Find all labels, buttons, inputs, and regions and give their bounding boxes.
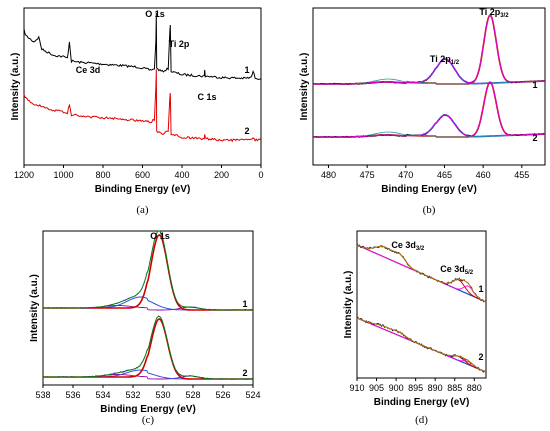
x-tick-label-800: 800 <box>95 170 110 180</box>
x-axis-label: Binding Energy (eV) <box>95 184 191 195</box>
x-tick-label-480: 480 <box>321 170 336 180</box>
envelope-fit-1 <box>313 14 545 85</box>
peak-label-ce-3d52: Ce 3d5/2 <box>440 264 474 276</box>
x-tick-label-475: 475 <box>360 170 375 180</box>
x-tick-label-532: 532 <box>125 390 140 400</box>
series-label-2: 2 <box>242 368 247 378</box>
x-tick-label-895: 895 <box>408 383 423 393</box>
series-label-1: 1 <box>478 284 483 294</box>
y-axis-label: Intensity (a.u.) <box>29 274 40 342</box>
panel-caption: (d) <box>415 414 428 426</box>
peak-label-ti-2p12: Ti 2p1/2 <box>430 54 460 66</box>
series-label-1: 1 <box>532 80 537 90</box>
envelope-fit-1 <box>43 230 253 311</box>
panel-a: 1200 1000 800 600 400 200 0 Binding Energy (eV)… <box>10 7 264 216</box>
x-tick-label-470: 470 <box>398 170 413 180</box>
x-tick-label-534: 534 <box>95 390 110 400</box>
panel-c: 538 536 534 532 530 528 526 524 Binding Energy (… <box>29 230 261 426</box>
envelope-fit-2 <box>356 317 487 373</box>
x-tick-label-880: 880 <box>467 383 482 393</box>
y-axis-label: Intensity (a.u.) <box>10 53 21 121</box>
envelope-fit-2 <box>43 315 253 380</box>
x-tick-label-526: 526 <box>215 390 230 400</box>
series-label-2: 2 <box>532 133 537 143</box>
x-tick-label-460: 460 <box>476 170 491 180</box>
peak-label-ce-3d: Ce 3d <box>76 65 101 75</box>
x-tick-label-1200: 1200 <box>14 170 34 180</box>
raw-spectrum-1 <box>312 14 546 86</box>
x-tick-label-1000: 1000 <box>53 170 73 180</box>
x-tick-label-600: 600 <box>135 170 150 180</box>
lattice-o-component-1 <box>43 234 253 311</box>
x-tick-label-0: 0 <box>258 170 263 180</box>
x-tick-label-536: 536 <box>65 390 80 400</box>
x-tick-label-465: 465 <box>437 170 452 180</box>
ti-2p32-fit-1 <box>313 14 545 85</box>
x-tick-label-455: 455 <box>514 170 529 180</box>
panel-d: 910 905 900 895 890 885 880 Binding Energy (eV)… <box>343 230 487 426</box>
peak-label-c-1s: C 1s <box>197 92 216 102</box>
ti-2p32-fit-2 <box>313 81 546 138</box>
x-tick-label-524: 524 <box>245 390 260 400</box>
panel-caption: (c) <box>142 414 155 426</box>
x-axis-label: Binding Energy (eV) <box>100 404 196 415</box>
panel-caption: (a) <box>136 204 149 216</box>
x-tick-label-528: 528 <box>185 390 200 400</box>
x-tick-label-400: 400 <box>174 170 189 180</box>
raw-spectrum-2 <box>312 82 546 139</box>
peak-label-o-1s: O 1s <box>150 231 170 241</box>
x-axis-label: Binding Energy (eV) <box>381 184 477 195</box>
y-axis-label: Intensity (a.u.) <box>299 53 310 121</box>
series-line-1 <box>23 12 262 80</box>
series-label-2: 2 <box>244 126 249 136</box>
x-axis-label: Binding Energy (eV) <box>374 397 470 408</box>
series-label-2: 2 <box>478 352 483 362</box>
peak-label-o-1s: O 1s <box>145 9 165 19</box>
x-tick-label-905: 905 <box>369 383 384 393</box>
x-tick-label-885: 885 <box>447 383 462 393</box>
panel-caption: (b) <box>423 204 436 216</box>
ti-2p12-fit-2 <box>313 114 546 138</box>
series-label-1: 1 <box>244 65 249 75</box>
x-tick-label-538: 538 <box>35 390 50 400</box>
x-tick-label-530: 530 <box>155 390 170 400</box>
series-label-1: 1 <box>242 299 247 309</box>
plot-frame <box>356 230 487 379</box>
x-tick-label-910: 910 <box>349 383 364 393</box>
envelope-fit-2 <box>313 81 546 138</box>
plot-frame <box>23 7 262 166</box>
peak-label-ce-3d32: Ce 3d3/2 <box>391 240 425 252</box>
panel-b: 480 475 470 465 460 455 Binding Energy (eV) Int… <box>299 7 546 216</box>
peak-label-ti-2p: Ti 2p <box>169 39 190 49</box>
x-tick-label-900: 900 <box>389 383 404 393</box>
y-axis-label: Intensity (a.u.) <box>343 271 354 339</box>
raw-spectrum-2 <box>356 316 487 373</box>
series-line-2 <box>23 69 262 143</box>
envelope-fit-1 <box>356 244 487 303</box>
x-tick-label-200: 200 <box>214 170 229 180</box>
x-tick-label-890: 890 <box>428 383 443 393</box>
plot-frame <box>312 7 546 166</box>
peak-label-ti-2p32: Ti 2p3/2 <box>479 7 509 19</box>
